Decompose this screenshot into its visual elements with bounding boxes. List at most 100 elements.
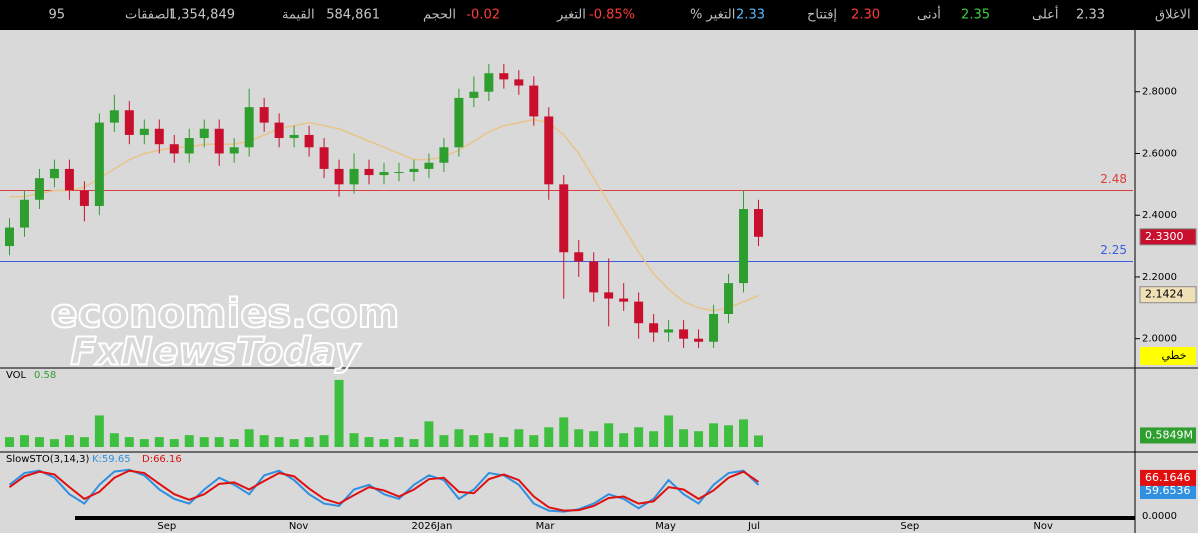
volume-bar bbox=[604, 423, 614, 447]
candle-body bbox=[574, 252, 584, 262]
volume-bar bbox=[739, 419, 749, 447]
candle-body bbox=[679, 329, 689, 339]
candle-body bbox=[4, 227, 14, 247]
volume-bar bbox=[544, 427, 554, 447]
volume-bar bbox=[79, 437, 89, 447]
stat-value: 95 bbox=[48, 8, 65, 23]
candle-body bbox=[79, 190, 89, 206]
x-tick-label: Nov bbox=[289, 521, 309, 532]
x-tick-label: Sep bbox=[157, 521, 176, 532]
stochastic-title: SlowSTO(3,14,3) bbox=[6, 454, 89, 465]
volume-bar bbox=[439, 435, 449, 447]
stat-value: 2.30 bbox=[851, 8, 880, 23]
candle-body bbox=[394, 171, 404, 173]
volume-bar bbox=[409, 439, 419, 447]
candle-body bbox=[64, 168, 74, 191]
candle-body bbox=[34, 178, 44, 200]
volume-bar bbox=[634, 427, 644, 447]
stat-label: التغير % bbox=[690, 8, 735, 23]
volume-bar bbox=[529, 435, 539, 447]
candle-body bbox=[364, 168, 374, 176]
volume-bar bbox=[454, 429, 464, 447]
stochastic-legend: D:66.16 bbox=[142, 454, 182, 465]
candle-body bbox=[604, 292, 614, 299]
candle-body bbox=[469, 91, 479, 98]
stochastic-legend: K:59.65 bbox=[92, 454, 131, 465]
stochastic-tag-label: 59.6536 bbox=[1145, 484, 1191, 497]
stat-label: أدنى bbox=[917, 6, 941, 23]
stat-label: أعلى bbox=[1032, 6, 1059, 23]
stat-label: الاغلاق bbox=[1155, 8, 1191, 23]
price-tag-label: 2.3300 bbox=[1145, 230, 1184, 243]
watermark: economies.com bbox=[51, 291, 400, 337]
volume-bar bbox=[754, 435, 763, 447]
volume-bar bbox=[364, 437, 374, 447]
candle-body bbox=[544, 116, 554, 185]
candle-body bbox=[709, 313, 719, 342]
stochastic-tag bbox=[1140, 482, 1196, 499]
stat-label: الصفقات bbox=[125, 8, 173, 23]
y-tick-label: 2.4000 bbox=[1142, 210, 1177, 221]
candle-body bbox=[514, 79, 524, 86]
volume-bar bbox=[139, 439, 149, 447]
stat-label: القيمة bbox=[282, 8, 315, 23]
volume-bar bbox=[124, 437, 134, 447]
volume-tag bbox=[1140, 427, 1196, 444]
candle-body bbox=[409, 168, 419, 172]
candle-body bbox=[124, 110, 134, 135]
candle-body bbox=[439, 147, 449, 163]
horizontal-line-label: 2.48 bbox=[1100, 172, 1127, 186]
moving-average bbox=[9, 118, 759, 312]
volume-bar bbox=[304, 437, 314, 447]
volume-bar bbox=[49, 439, 59, 447]
volume-tag-label: 0.5849M bbox=[1145, 428, 1193, 441]
candle-body bbox=[169, 144, 179, 154]
candle-body bbox=[664, 329, 674, 333]
candle-body bbox=[184, 138, 194, 154]
volume-bar bbox=[214, 437, 224, 447]
volume-bar bbox=[679, 429, 689, 447]
time-axis-bar bbox=[75, 516, 1135, 520]
volume-bar bbox=[244, 429, 254, 447]
volume-bar bbox=[379, 439, 389, 447]
candle-body bbox=[559, 184, 569, 253]
candle-body bbox=[244, 107, 254, 148]
candle-body bbox=[304, 134, 314, 148]
volume-bar bbox=[184, 435, 194, 447]
volume-bar bbox=[319, 435, 329, 447]
y-tick-label: 2.8000 bbox=[1142, 87, 1177, 98]
style-label: خطي bbox=[1162, 349, 1187, 362]
volume-bar bbox=[559, 417, 569, 447]
volume-bar bbox=[154, 437, 164, 447]
stochastic-tag-label: 66.1646 bbox=[1145, 471, 1191, 484]
candle-body bbox=[754, 209, 763, 237]
candle-body bbox=[19, 199, 29, 228]
candle-body bbox=[259, 107, 269, 123]
candle-body bbox=[199, 128, 209, 139]
candle-body bbox=[154, 128, 164, 145]
volume-bar bbox=[274, 437, 284, 447]
y-tick-label: 2.6000 bbox=[1142, 148, 1177, 159]
watermark: FxNewsToday bbox=[70, 330, 362, 374]
candle-body bbox=[739, 209, 749, 284]
candle-body bbox=[484, 73, 494, 92]
stat-value: -0.85% bbox=[589, 8, 635, 23]
volume-bar bbox=[499, 437, 509, 447]
candle-body bbox=[454, 97, 464, 148]
volume-bar bbox=[289, 439, 299, 447]
volume-bar bbox=[64, 435, 74, 447]
style-label-box bbox=[1140, 347, 1196, 365]
stat-label: التغير bbox=[556, 8, 586, 23]
volume-bar bbox=[709, 423, 719, 447]
volume-bar bbox=[664, 415, 674, 447]
stat-label: إفتتاح bbox=[807, 8, 837, 23]
candle-body bbox=[94, 122, 104, 206]
candle-body bbox=[349, 168, 359, 185]
candle-body bbox=[634, 301, 644, 324]
volume-bar bbox=[4, 437, 14, 447]
x-tick-label: Mar bbox=[536, 521, 556, 532]
price-tag bbox=[1139, 286, 1197, 304]
candle-body bbox=[499, 73, 509, 80]
stochastic-tick-label: 0.0000 bbox=[1142, 511, 1177, 522]
